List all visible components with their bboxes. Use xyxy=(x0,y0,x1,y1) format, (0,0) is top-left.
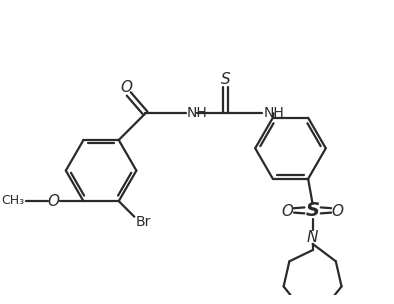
Text: S: S xyxy=(306,201,320,220)
Text: S: S xyxy=(221,72,230,87)
Text: O: O xyxy=(121,80,132,95)
Text: NH: NH xyxy=(187,106,208,120)
Text: Br: Br xyxy=(136,215,151,229)
Text: NH: NH xyxy=(263,106,284,120)
Text: O: O xyxy=(331,204,344,219)
Text: CH₃: CH₃ xyxy=(1,194,24,207)
Text: O: O xyxy=(48,194,60,209)
Text: O: O xyxy=(282,204,294,219)
Text: N: N xyxy=(307,230,318,245)
